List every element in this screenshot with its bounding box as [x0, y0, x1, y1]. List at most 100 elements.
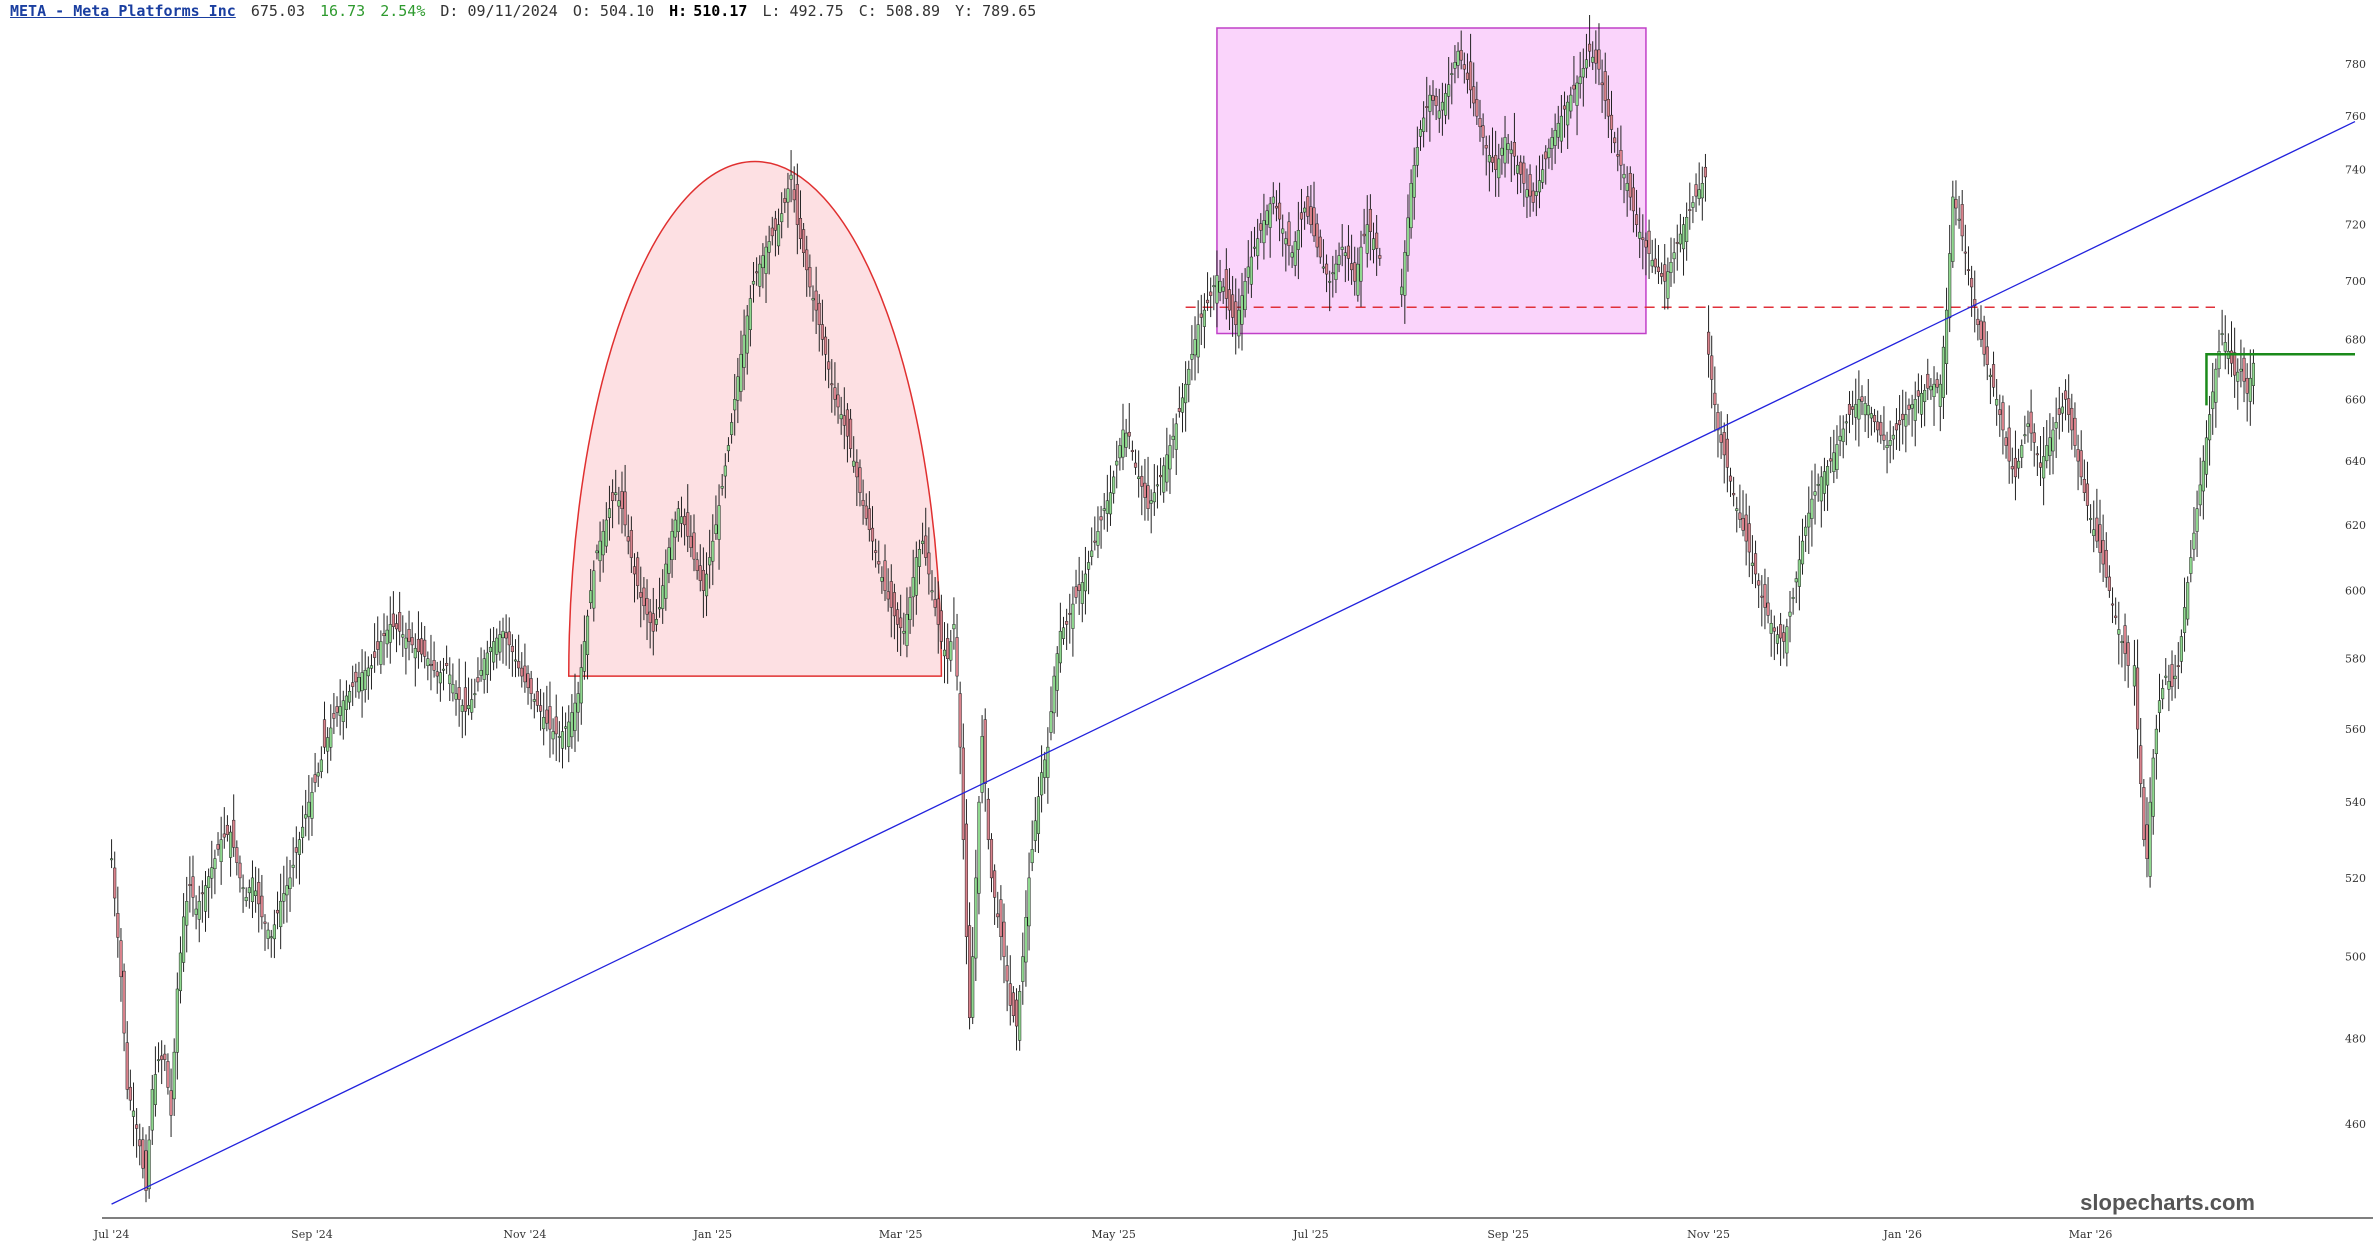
candle [1885, 431, 1889, 474]
candle [257, 868, 261, 933]
candle [849, 408, 853, 458]
candle [1591, 41, 1595, 71]
candle [1716, 403, 1720, 458]
candle-body [1697, 189, 1701, 199]
candle [1321, 239, 1325, 274]
candle [1966, 246, 1971, 286]
candle-body [657, 607, 662, 610]
candle [1375, 214, 1379, 276]
candle-body [1124, 432, 1128, 448]
candle [1346, 225, 1351, 281]
candle-body [2242, 357, 2246, 382]
candle-body [1995, 399, 1999, 406]
candle [2157, 673, 2162, 733]
candle [1926, 358, 1930, 401]
candle [535, 677, 539, 713]
ticker-link[interactable]: META - Meta Platforms Inc [10, 2, 236, 20]
candle [369, 654, 374, 690]
candle [470, 678, 474, 720]
candle [2164, 658, 2168, 686]
candle [946, 623, 950, 684]
candle [1105, 474, 1109, 532]
candle [1832, 429, 1836, 484]
candle [842, 387, 846, 450]
candle-body [899, 617, 903, 629]
candle [504, 614, 508, 666]
candle [394, 614, 399, 653]
candle [852, 436, 856, 473]
candle [1378, 247, 1382, 266]
candle [892, 583, 896, 640]
candle-body [695, 559, 699, 571]
candle [1071, 586, 1075, 657]
candle [1506, 134, 1510, 164]
candle [1697, 162, 1701, 206]
candle [1728, 467, 1733, 497]
candle-body [758, 263, 762, 287]
candle [360, 649, 364, 718]
candle-body [2186, 582, 2190, 620]
range-box [1216, 27, 1647, 335]
candle [166, 1053, 170, 1095]
candle-body [852, 460, 856, 467]
candle [1093, 516, 1097, 551]
candle [1935, 372, 1939, 394]
candle-body [1738, 512, 1742, 520]
candle [1318, 229, 1322, 264]
candle-body [1779, 624, 1783, 639]
candle [2045, 420, 2049, 469]
candle [2032, 423, 2036, 467]
candle-body [717, 505, 721, 540]
candle-body [830, 383, 834, 386]
candle-body [993, 870, 997, 898]
candle [2167, 664, 2171, 712]
candle-body [889, 581, 893, 608]
candle [933, 577, 937, 617]
candle [1337, 242, 1341, 273]
candle-body [2057, 408, 2061, 415]
candle-body [845, 409, 850, 437]
candle [830, 359, 834, 413]
candle [463, 661, 467, 736]
candle-body [172, 1051, 176, 1100]
candle-body [2157, 700, 2162, 713]
candle [820, 299, 824, 356]
candle [2142, 779, 2146, 847]
candle-body [1143, 482, 1147, 498]
candle [1835, 425, 1839, 479]
candle-body [723, 465, 727, 477]
candle [1296, 201, 1300, 280]
candle [1703, 153, 1708, 202]
candle-body [2042, 456, 2046, 479]
candle-body [307, 801, 311, 817]
candle [1572, 55, 1576, 104]
candle [410, 622, 414, 654]
candle-body [1916, 390, 1920, 397]
candle-body [1941, 346, 1945, 398]
last-price: 675.03 [250, 2, 305, 20]
candle-body [1469, 61, 1473, 91]
candle-body [1932, 383, 1936, 397]
candle-body [1490, 156, 1495, 163]
y-tick-label: 460 [2345, 1118, 2366, 1131]
candle [1453, 45, 1457, 84]
candle [138, 1123, 142, 1166]
candle-body [2107, 576, 2111, 591]
candle-body [1713, 392, 1717, 405]
candle-body [1747, 523, 1751, 553]
candle [291, 837, 295, 887]
candle [482, 649, 486, 694]
candle [2089, 504, 2093, 534]
candle [1788, 590, 1792, 643]
candle-body [188, 884, 192, 886]
candle [407, 610, 411, 661]
candle-body [1068, 612, 1072, 615]
candle-body [2082, 478, 2086, 493]
candle [679, 496, 684, 538]
candle-body [1766, 602, 1770, 616]
candle-body [1685, 217, 1689, 242]
candle-body [2223, 342, 2227, 352]
candle-body [1569, 94, 1573, 112]
candle-body [1588, 43, 1592, 52]
